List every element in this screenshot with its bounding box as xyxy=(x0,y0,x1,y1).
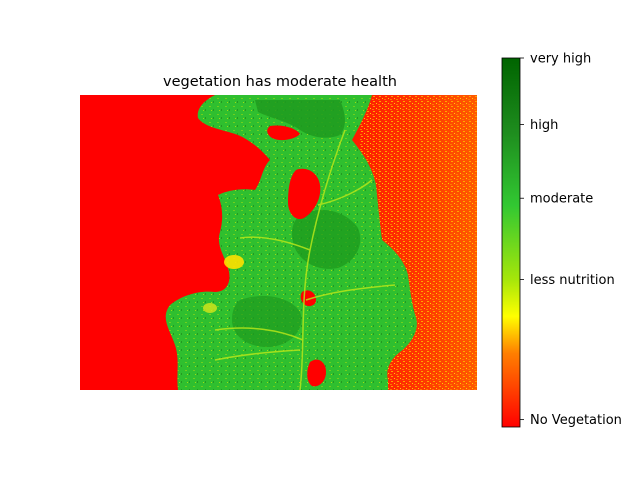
hotspot-region xyxy=(224,255,244,269)
hotspot-region xyxy=(203,303,217,313)
colorbar-tick-label: high xyxy=(530,118,558,133)
leaf-canopy-texture xyxy=(165,95,417,390)
chart-title: vegetation has moderate health xyxy=(163,74,397,90)
bare-gap xyxy=(307,359,326,387)
colorbar-ticks: No Vegetation less nutrition moderate high v… xyxy=(520,52,622,428)
ndvi-image xyxy=(80,95,477,390)
colorbar-tick-label: very high xyxy=(530,52,591,67)
bare-gap xyxy=(288,168,321,220)
bare-gap xyxy=(267,125,300,141)
dark-leaf-patch xyxy=(232,296,302,348)
colorbar-tick-label: No Vegetation xyxy=(530,413,622,428)
leaf-veins xyxy=(214,129,396,390)
colorbar-gradient xyxy=(501,57,521,428)
colorbar: No Vegetation less nutrition moderate high v… xyxy=(501,52,622,428)
dark-leaf-patch xyxy=(255,100,345,138)
colorbar-tick-label: less nutrition xyxy=(530,273,615,288)
colorbar-tick-label: moderate xyxy=(530,192,593,207)
